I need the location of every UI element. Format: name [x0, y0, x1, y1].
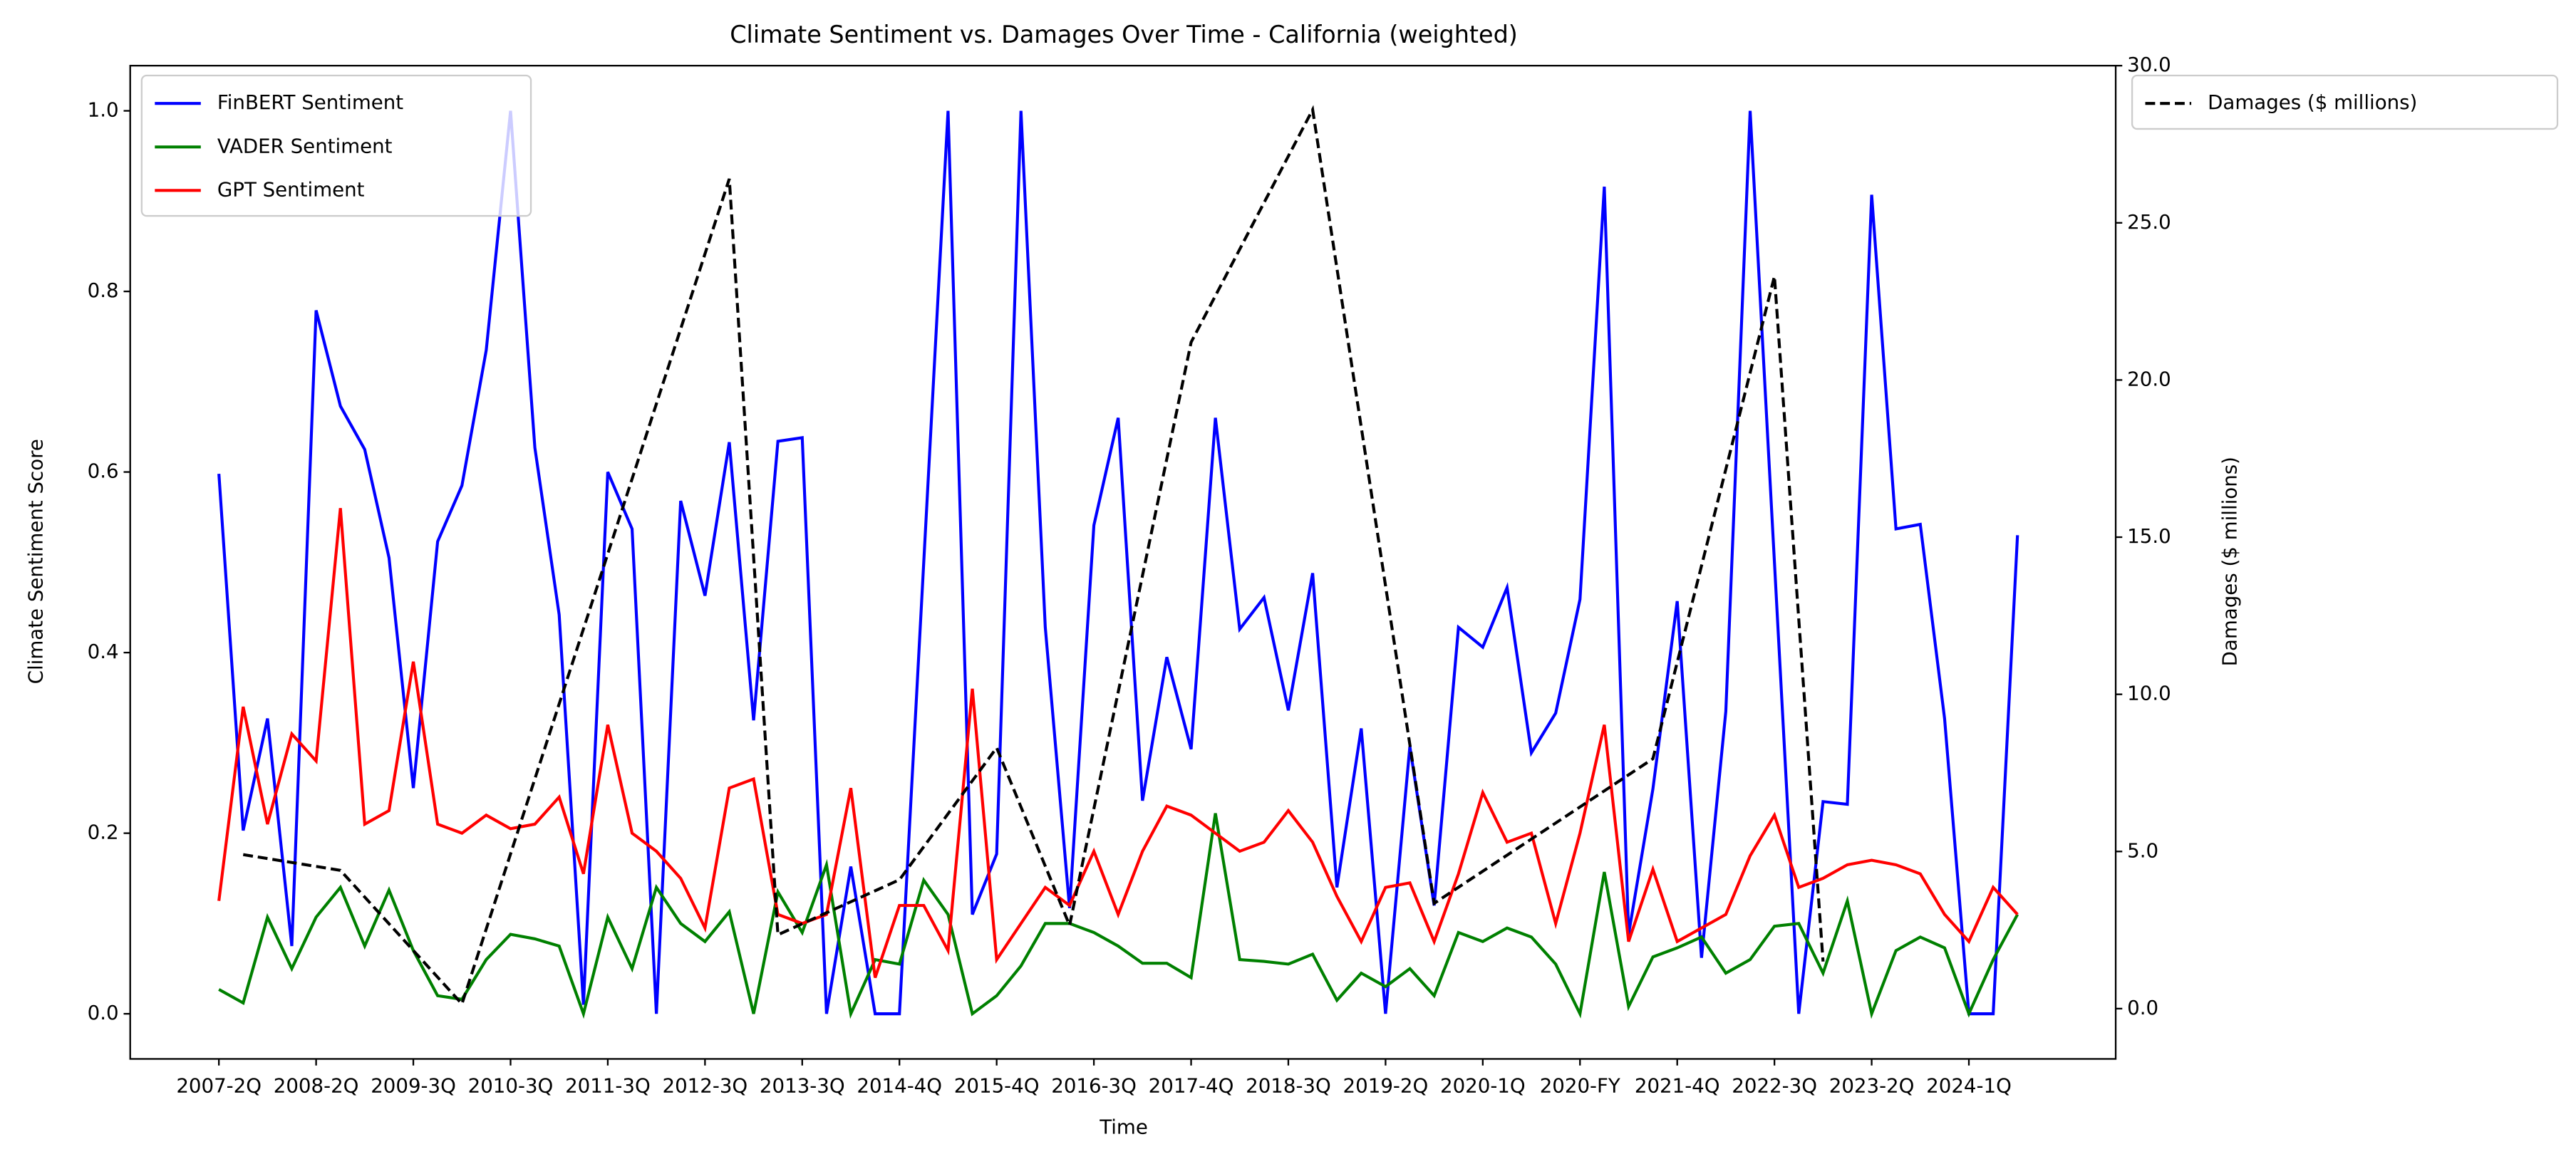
x-tick-label: 2011-3Q [565, 1074, 651, 1098]
series-line [218, 813, 2019, 1019]
legend-box [2131, 74, 2559, 130]
y2-tick-label: 25.0 [2127, 210, 2171, 234]
legend-label: Damages ($ millions) [2208, 90, 2417, 114]
x-tick-label: 2014-4Q [857, 1074, 942, 1098]
x-tick-label: 2015-4Q [954, 1074, 1040, 1098]
x-tick-label: 2008-2Q [274, 1074, 359, 1098]
x-tick-label: 2019-2Q [1343, 1074, 1429, 1098]
y2-tick-label: 15.0 [2127, 524, 2171, 548]
x-tick-label: 2023-2Q [1829, 1074, 1915, 1098]
y-tick-label: 0.6 [88, 459, 119, 483]
x-tick-label: 2018-3Q [1246, 1074, 1331, 1098]
y2-tick-label: 10.0 [2127, 682, 2171, 705]
y2-tick-label: 0.0 [2127, 996, 2158, 1019]
y-tick-label: 0.4 [88, 640, 119, 663]
chart-title: Climate Sentiment vs. Damages Over Time … [730, 21, 1518, 48]
y-tick-label: 0.0 [88, 1001, 119, 1024]
legend-label: GPT Sentiment [217, 177, 365, 201]
legend-label: FinBERT Sentiment [217, 90, 403, 114]
plot-frame [129, 65, 2117, 1060]
x-tick-label: 2021-4Q [1635, 1074, 1720, 1098]
x-tick-label: 2009-3Q [371, 1074, 456, 1098]
legend: FinBERT Sentiment VADER Sentiment GPT Sent… [140, 74, 532, 217]
y2-axis-label: Damages ($ millions) [2218, 457, 2241, 666]
y2-tick-label: 5.0 [2127, 838, 2158, 862]
x-tick-label: 2013-3Q [760, 1074, 845, 1098]
y2-tick-label: 30.0 [2127, 53, 2171, 76]
series-line [217, 110, 2019, 1016]
y-axis-label: Climate Sentiment Score [24, 439, 47, 684]
legend-box [140, 74, 532, 217]
legend-label: VADER Sentiment [217, 134, 393, 157]
y-tick-label: 1.0 [88, 98, 119, 122]
legend: Damages ($ millions) [2131, 74, 2559, 130]
x-tick-label: 2016-3Q [1051, 1074, 1137, 1098]
x-tick-label: 2022-3Q [1732, 1074, 1817, 1098]
x-tick-label: 2010-3Q [468, 1074, 554, 1098]
x-tick-label: 2020-FY [1540, 1074, 1620, 1098]
x-tick-label: 2007-2Q [176, 1074, 262, 1098]
y2-tick-label: 20.0 [2127, 367, 2171, 390]
x-tick-label: 2024-1Q [1926, 1074, 2012, 1098]
y-tick-label: 0.2 [88, 821, 119, 844]
x-tick-label: 2012-3Q [663, 1074, 748, 1098]
y-tick-label: 0.8 [88, 279, 119, 302]
x-tick-label: 2020-1Q [1440, 1074, 1526, 1098]
series-line [242, 105, 1825, 1007]
x-tick-label: 2017-4Q [1149, 1074, 1234, 1098]
x-axis-label: Time [1099, 1115, 1148, 1138]
